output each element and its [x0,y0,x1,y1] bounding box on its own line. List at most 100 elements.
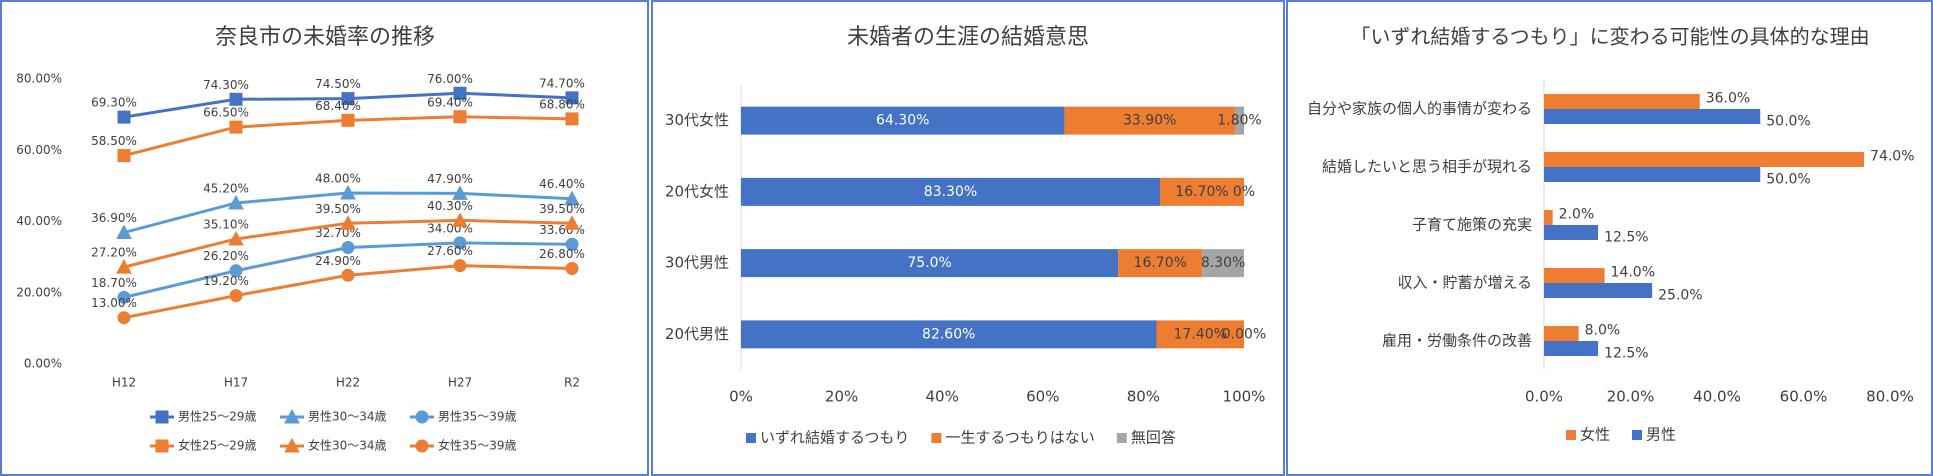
y-tick-label: 30代男性 [665,254,729,272]
data-label: 0.00% [1222,326,1266,342]
data-label: 18.70% [91,276,137,290]
y-tick-label: 子育て施策の充実 [1412,216,1532,234]
legend-label: 無回答 [1131,429,1176,447]
data-label: 24.90% [315,254,361,268]
legend-marker [284,437,300,453]
bar [1544,210,1553,225]
data-point [565,262,579,276]
legend-label: 女性25～29歳 [178,438,257,453]
data-label: 19.20% [203,274,249,288]
legend-swatch [1566,430,1576,440]
data-label: 1.80% [1217,113,1261,129]
y-tick-label: 40.00% [16,214,62,228]
data-point [341,268,355,282]
x-tick-label: H27 [448,376,472,390]
x-tick-label: H17 [224,376,248,390]
bar-segment [1202,249,1244,278]
y-tick-label: 結婚したいと思う相手が現れる [1322,158,1532,176]
y-tick-label: 20代女性 [665,182,729,200]
y-tick-label: 80.00% [16,72,62,86]
data-point [565,91,579,105]
legend-label: 男性25～29歳 [178,410,257,424]
data-point [341,113,355,127]
data-label: 36.0% [1706,91,1750,107]
x-tick-label: 80% [1127,388,1160,406]
x-tick-label: 100% [1223,388,1266,406]
data-label: 68.40% [315,99,361,113]
legend-label: 男性 [1646,426,1676,444]
chart-title: 奈良市の未婚率の推移 [215,25,435,50]
data-point [453,236,467,250]
bar-segment [741,320,1157,349]
data-label: 74.50% [315,77,361,91]
data-label: 68.80% [539,97,585,111]
x-tick-label: 20.0% [1607,388,1655,406]
bar [1544,326,1579,341]
data-label: 45.20% [203,181,249,195]
data-label: 16.70% [1175,184,1228,200]
data-label: 74.30% [203,78,249,92]
data-point [228,194,244,210]
x-tick-label: 40% [926,388,959,406]
data-label: 40.30% [427,199,473,213]
data-point [228,230,244,246]
legend-marker [284,408,300,424]
bar-segment [1156,320,1244,349]
bar-segment [1118,249,1203,278]
legend-label: 男性30～34歳 [308,410,387,424]
y-tick-label: 20.00% [16,285,62,299]
bar [1544,268,1605,283]
data-point [565,237,579,251]
x-tick-label: 80.0% [1866,388,1914,406]
chart-title: 未婚者の生涯の結婚意思 [847,25,1089,50]
data-point [117,149,131,163]
data-point [117,311,131,325]
x-tick-label: 0.0% [1525,388,1563,406]
x-tick-label: 40.0% [1693,388,1741,406]
legend-label: 女性30～34歳 [308,438,387,453]
data-label: 35.10% [203,217,249,231]
y-tick-label: 30代女性 [665,111,729,129]
data-label: 69.30% [91,96,137,110]
legend-label: 男性35～39歳 [438,410,517,424]
data-label: 46.40% [539,177,585,191]
y-tick-label: 収入・貯蓄が増える [1397,274,1532,292]
legend-swatch [1116,433,1127,443]
data-point [340,184,356,200]
data-point [453,259,467,273]
bar-segment [1159,177,1244,206]
bar-segment [1234,106,1244,135]
data-point [117,110,131,124]
data-point [564,190,580,206]
legend-marker [155,439,169,453]
bar [1544,283,1653,298]
data-label: 36.90% [91,211,137,225]
data-label: 17.40% [1174,326,1227,342]
data-label: 0% [1233,184,1255,200]
data-point [116,224,132,240]
data-label: 33.90% [1123,113,1176,129]
data-label: 48.00% [315,172,361,186]
y-tick-label: 60.00% [16,143,62,157]
bar-segment [741,249,1119,278]
y-tick-label: 自分や家族の個人的事情が変わる [1307,100,1532,118]
data-label: 8.0% [1585,323,1621,339]
panel [0,0,649,476]
x-tick-label: H22 [336,376,360,390]
bar [1544,167,1761,182]
data-label: 74.0% [1870,149,1914,165]
panel [651,0,1285,476]
x-tick-label: 60% [1026,388,1059,406]
y-tick-label: 雇用・労働条件の改善 [1382,332,1532,350]
data-label: 64.30% [876,113,929,129]
x-tick-label: 20% [825,388,858,406]
data-point [229,289,243,303]
panel [1286,0,1933,476]
data-label: 66.50% [203,106,249,120]
data-label: 27.60% [427,244,473,258]
bar [1544,225,1599,240]
data-label: 50.0% [1766,114,1810,130]
x-tick-label: 60.0% [1780,388,1828,406]
bar-segment [741,106,1065,135]
